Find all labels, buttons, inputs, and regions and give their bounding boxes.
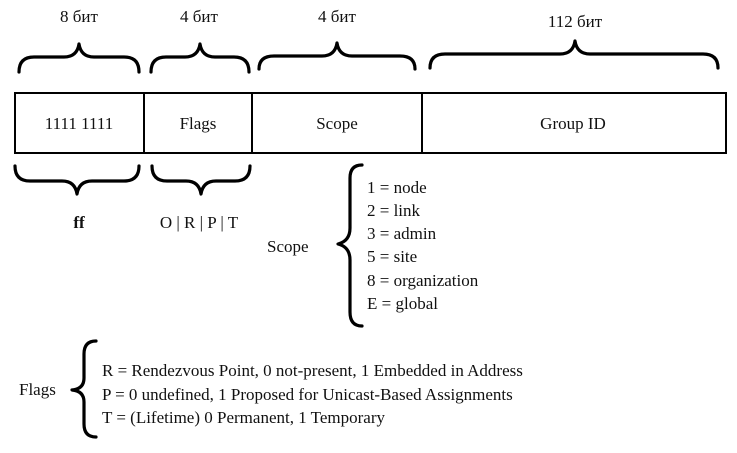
brace-top-scope [257,41,417,71]
scope-value: 2 = link [367,201,421,220]
flags-value: P = 0 undefined, 1 Proposed for Unicast-… [102,385,513,404]
bits-label-group-id: 112 бит [548,12,603,31]
bits-label-scope: 4 бит [318,7,356,26]
bits-label-flags: 4 бит [180,7,218,26]
brace-top-flags [149,42,251,74]
field-group-id-box [421,92,727,154]
brace-bottom-flags [150,164,252,196]
flags-value: R = Rendezvous Point, 0 not-present, 1 E… [102,361,523,380]
flags-legend-title: Flags [19,380,56,399]
scope-value: 3 = admin [367,224,437,243]
field-scope-box [251,92,423,154]
scope-legend-list: 1 = node 2 = link 3 = admin 5 = site 8 =… [367,178,479,313]
scope-value: E = global [367,294,438,313]
flags-bits-label: O | R | P | T [160,213,239,232]
field-group-id-label: Group ID [540,114,606,133]
scope-value: 8 = organization [367,271,479,290]
brace-flags-legend [70,339,98,439]
field-prefix-label: 1111 1111 [45,114,113,133]
prefix-hex-label: ff [73,213,85,232]
brace-bottom-prefix [13,164,141,196]
scope-legend-title: Scope [267,237,309,256]
field-flags-box [143,92,253,154]
bits-label-prefix: 8 бит [60,7,98,26]
brace-top-group-id [428,39,720,70]
flags-value: T = (Lifetime) 0 Permanent, 1 Temporary [102,408,385,427]
scope-value: 5 = site [367,247,417,266]
brace-top-prefix [17,42,141,74]
field-scope-label: Scope [316,114,358,133]
brace-scope-legend [336,163,364,328]
flags-legend-list: R = Rendezvous Point, 0 not-present, 1 E… [102,361,523,427]
field-prefix-box [14,92,145,154]
scope-value: 1 = node [367,178,427,197]
field-flags-label: Flags [180,114,217,133]
